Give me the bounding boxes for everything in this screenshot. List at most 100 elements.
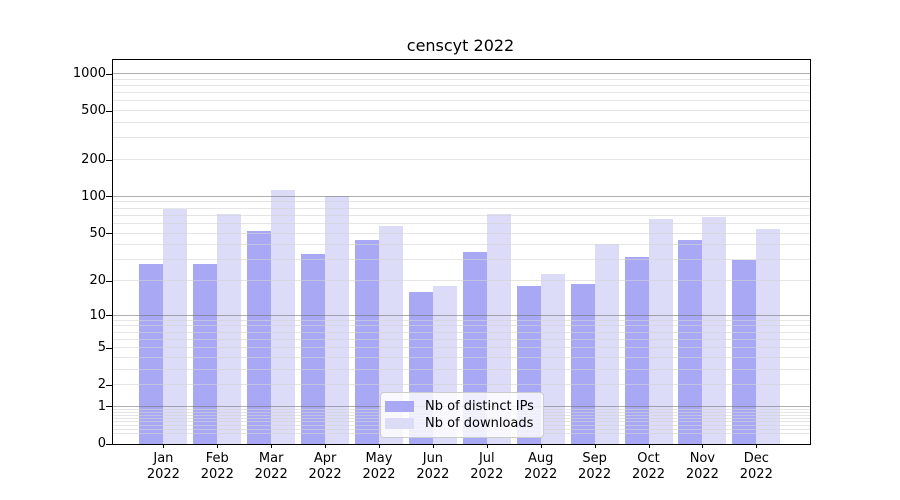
x-tick-mark xyxy=(432,444,434,448)
x-tick-mark xyxy=(217,444,219,448)
x-axis-tick-label: Oct 2022 xyxy=(617,451,681,483)
x-tick-year: 2022 xyxy=(146,467,180,482)
x-tick-month: Feb xyxy=(205,451,229,466)
x-axis-tick-label: Apr 2022 xyxy=(293,451,357,483)
x-tick-mark xyxy=(325,444,327,448)
legend-item-downloads: Nb of downloads xyxy=(385,415,537,432)
x-tick-mark xyxy=(163,444,165,448)
x-tick-mark xyxy=(540,444,542,448)
x-tick-month: Oct xyxy=(637,451,660,466)
x-tick-month: Mar xyxy=(258,451,284,466)
bar-downloads xyxy=(325,195,350,444)
y-axis-tick-label: 500 xyxy=(81,103,106,119)
y-axis-tick-label: 1 xyxy=(97,398,106,414)
x-tick-year: 2022 xyxy=(308,467,342,482)
x-tick-mark xyxy=(271,444,273,448)
bar-downloads xyxy=(540,273,565,444)
x-tick-month: Jun xyxy=(422,451,444,466)
legend-item-distinct-ips: Nb of distinct IPs xyxy=(385,398,537,415)
bar-distinct-ips xyxy=(732,260,757,444)
x-axis-tick-label: Dec 2022 xyxy=(724,451,788,483)
x-tick-mark xyxy=(648,444,650,448)
x-tick-mark xyxy=(594,444,596,448)
x-axis-tick-label: Jun 2022 xyxy=(401,451,465,483)
y-tick-mark xyxy=(106,73,112,75)
x-tick-month: Dec xyxy=(743,451,769,466)
legend: Nb of distinct IPs Nb of downloads xyxy=(380,392,544,438)
y-axis-tick-label: 0 xyxy=(97,436,106,451)
bar-downloads xyxy=(217,214,242,444)
y-axis-tick-label: 2 xyxy=(97,377,106,393)
plot-area: 1000 500 200 100 50 20 10 5 2 1 0 Jan 2022 Feb 2022 Mar… xyxy=(73,59,811,482)
bar-downloads xyxy=(756,229,781,444)
y-axis-tick-label: 50 xyxy=(89,225,106,241)
bar-distinct-ips xyxy=(247,231,272,444)
x-tick-month: Jan xyxy=(153,451,174,466)
y-tick-mark xyxy=(106,384,112,386)
y-tick-mark xyxy=(106,280,112,282)
bar-distinct-ips xyxy=(355,240,379,444)
x-tick-year: 2022 xyxy=(524,467,558,482)
x-tick-year: 2022 xyxy=(578,467,612,482)
x-tick-year: 2022 xyxy=(362,467,396,482)
axis-layer: 1000 500 200 100 50 20 10 5 2 1 0 Jan 2022 Feb 2022 Mar… xyxy=(73,60,810,482)
y-tick-mark xyxy=(106,196,112,198)
x-tick-mark xyxy=(756,444,758,448)
x-axis-tick-label: Nov 2022 xyxy=(670,451,734,483)
bar-downloads xyxy=(648,218,673,444)
y-axis-tick-label: 10 xyxy=(89,307,106,323)
x-tick-mark xyxy=(486,444,488,448)
y-tick-mark xyxy=(106,406,112,408)
x-axis-tick-label: Feb 2022 xyxy=(185,451,249,483)
y-tick-mark xyxy=(106,159,112,161)
legend-label-distinct-ips: Nb of distinct IPs xyxy=(425,399,534,414)
x-tick-year: 2022 xyxy=(470,467,504,482)
x-tick-year: 2022 xyxy=(685,467,719,482)
x-axis-tick-label: May 2022 xyxy=(347,451,411,483)
x-tick-mark xyxy=(379,444,380,448)
y-tick-mark xyxy=(106,315,112,317)
y-axis-tick-label: 200 xyxy=(81,152,106,167)
y-axis-tick-label: 100 xyxy=(81,188,106,204)
y-tick-mark xyxy=(106,347,112,349)
legend-label-downloads: Nb of downloads xyxy=(425,416,534,431)
x-tick-year: 2022 xyxy=(416,467,450,482)
x-tick-month: Aug xyxy=(527,451,554,466)
bar-distinct-ips xyxy=(624,256,649,444)
y-axis-tick-label: 20 xyxy=(89,273,106,288)
y-axis-tick-label: 1000 xyxy=(72,66,106,81)
bar-downloads xyxy=(702,217,727,444)
x-tick-year: 2022 xyxy=(254,467,288,482)
bar-downloads xyxy=(594,243,619,444)
bar-distinct-ips xyxy=(139,263,164,444)
bar-downloads xyxy=(163,208,188,444)
chart-title: censcyt 2022 xyxy=(406,36,515,55)
y-tick-mark xyxy=(106,443,112,445)
x-tick-year: 2022 xyxy=(631,467,666,482)
x-tick-month: Apr xyxy=(313,451,337,466)
x-tick-month: Sep xyxy=(582,451,607,466)
x-axis-tick-label: Aug 2022 xyxy=(509,451,573,483)
bar-downloads xyxy=(271,190,296,444)
x-axis-tick-label: Mar 2022 xyxy=(239,451,303,483)
x-axis-tick-label: Jul 2022 xyxy=(455,451,519,483)
x-tick-year: 2022 xyxy=(200,467,234,482)
bar-distinct-ips xyxy=(301,253,326,444)
bars-layer xyxy=(113,60,810,444)
bar-distinct-ips xyxy=(678,240,703,444)
legend-swatch-distinct-ips xyxy=(385,401,414,412)
x-tick-month: Jul xyxy=(478,451,495,466)
x-tick-month: May xyxy=(365,451,393,466)
x-tick-year: 2022 xyxy=(739,467,773,482)
y-tick-mark xyxy=(106,110,112,112)
x-axis-tick-label: Jan 2022 xyxy=(131,451,195,483)
x-axis-tick-label: Sep 2022 xyxy=(563,451,627,483)
y-axis-tick-label: 5 xyxy=(97,340,106,356)
legend-swatch-downloads xyxy=(385,418,414,429)
bar-distinct-ips xyxy=(193,263,218,444)
x-tick-month: Nov xyxy=(689,451,716,466)
bar-distinct-ips xyxy=(570,283,595,444)
x-tick-mark xyxy=(702,444,704,448)
y-tick-mark xyxy=(106,233,112,234)
